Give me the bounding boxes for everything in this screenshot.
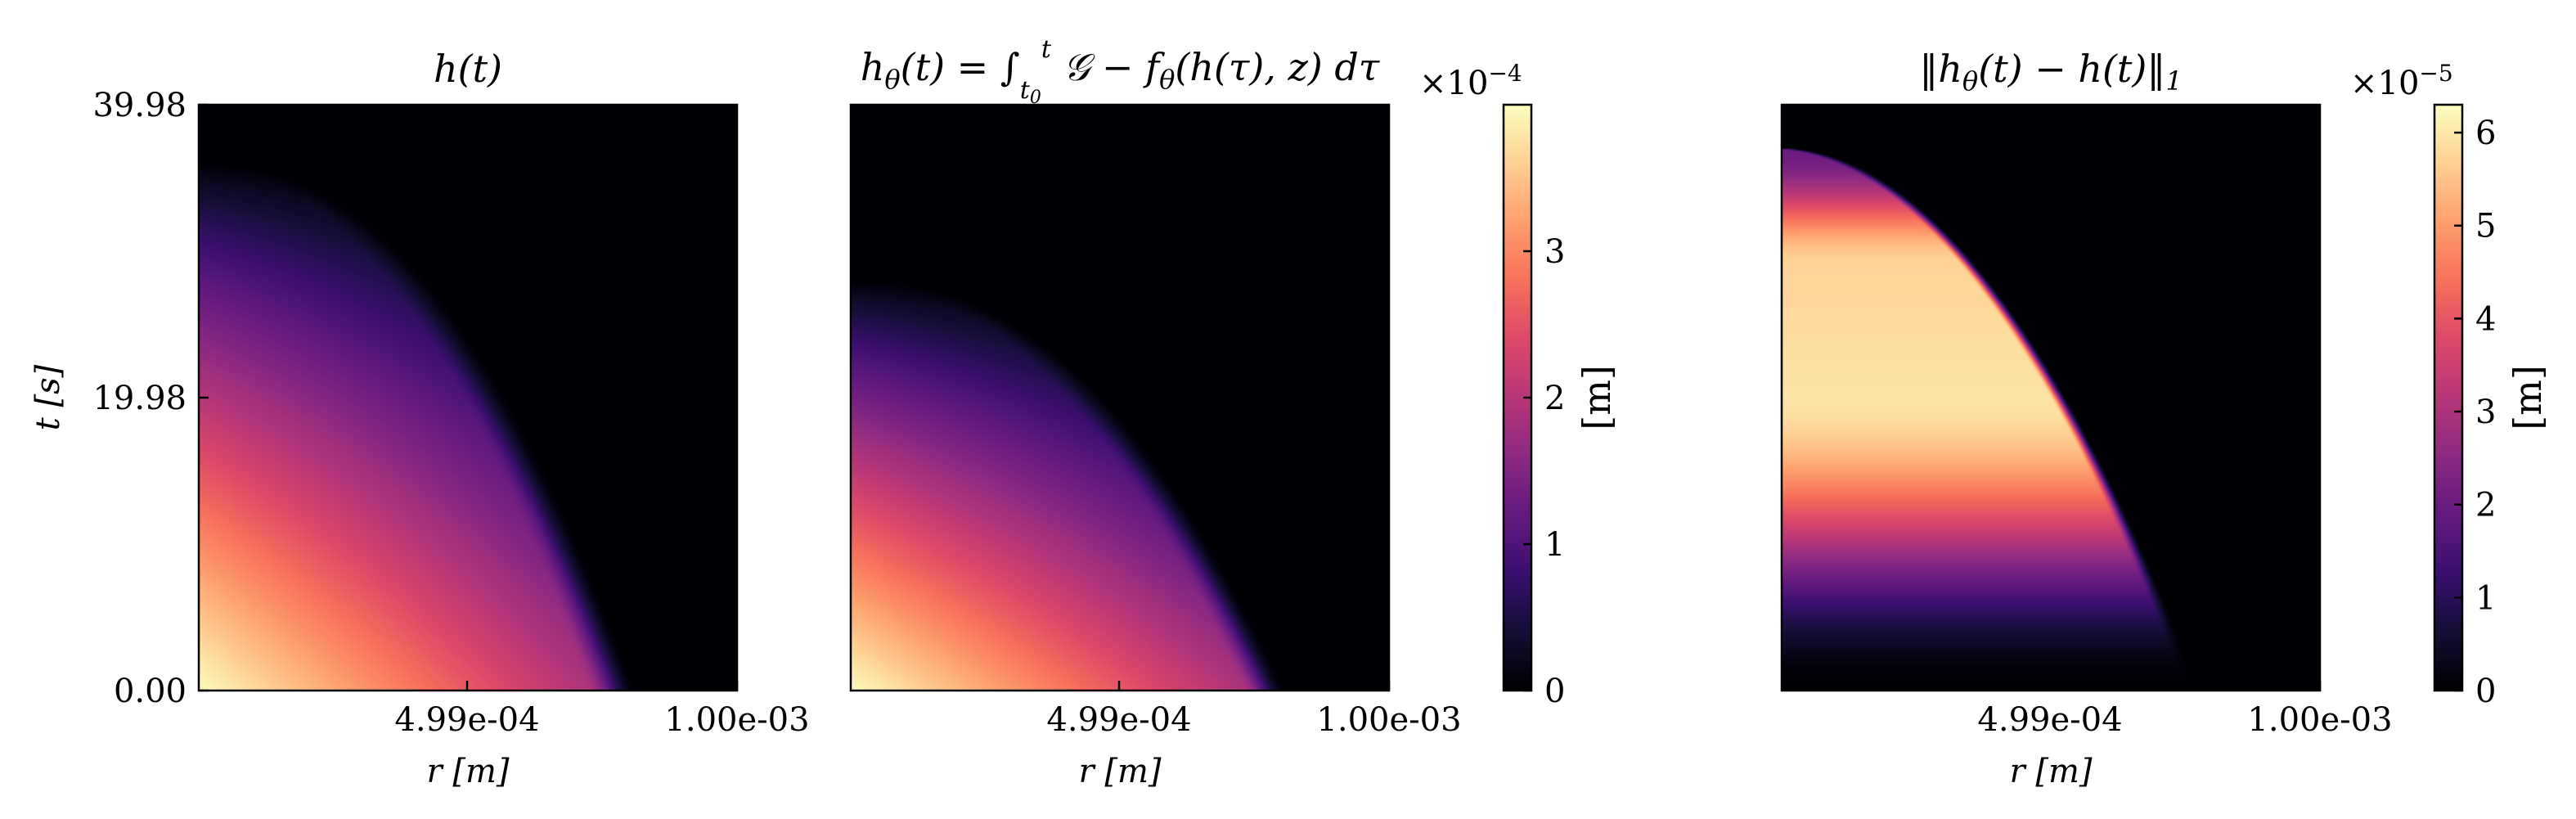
colorbar-tick-label: 0 — [2475, 673, 2496, 710]
colorbar-tick-label: 2 — [1544, 380, 1565, 417]
colorbar-tick-label: 6 — [2475, 115, 2496, 152]
title-h-theta: hθ(t) = ∫t0t 𝒢 − fθ(h(τ), z) dτ — [861, 35, 1381, 108]
colorbar-multiplier: ×10−4 — [1419, 60, 1522, 102]
x-tick-label: 1.00e-03 — [2247, 701, 2392, 739]
colorbar-1: 0 1 2 3 ×10−4 [m] — [1419, 60, 1619, 710]
x-tick-label: 4.99e-04 — [1046, 701, 1191, 739]
colorbar-tick-label: 3 — [1544, 233, 1565, 271]
panel-h: h(t) 4.99e-04 1.00e-03 r [m] 39.98 19.98… — [29, 47, 810, 790]
panel-error: ‖hθ(t) − h(t)‖1 4.99e-04 1.00e-03 r [m] … — [1780, 47, 2550, 790]
heatmap-h — [199, 105, 737, 691]
panel-h-theta: hθ(t) = ∫t0t 𝒢 − fθ(h(τ), z) dτ 4.99e-04… — [849, 35, 1619, 790]
x-axis-label: r [m] — [427, 753, 510, 790]
colorbar-ticks: 0 1 2 3 4 5 6 — [2454, 115, 2496, 710]
colorbar-gradient — [2434, 105, 2462, 691]
colorbar-tick-label: 3 — [2475, 394, 2496, 431]
title-h: h(t) — [434, 47, 502, 91]
colorbar-unit: [m] — [2506, 365, 2550, 430]
y-axis-label: t [s] — [29, 364, 67, 430]
colorbar-frame — [2433, 103, 2464, 692]
colorbar-unit: [m] — [1575, 365, 1619, 430]
title-text: h(t) — [434, 47, 502, 91]
colorbar-ticks: 0 1 2 3 — [1523, 233, 1565, 710]
heatmap-error — [1782, 105, 2320, 691]
colorbar-tick-label: 5 — [2475, 208, 2496, 245]
y-tick-label: 0.00 — [114, 673, 187, 710]
x-axis-label: r [m] — [2010, 753, 2093, 790]
y-tick-label: 19.98 — [92, 380, 187, 417]
x-tick-label: 1.00e-03 — [664, 701, 809, 739]
x-tick-label: 4.99e-04 — [1977, 701, 2122, 739]
x-tick-label: 4.99e-04 — [394, 701, 539, 739]
colorbar-tick-label: 4 — [2475, 300, 2496, 338]
x-tick-label: 1.00e-03 — [1316, 701, 1461, 739]
heatmap-h-theta — [851, 105, 1389, 691]
x-axis-label: r [m] — [1079, 753, 1162, 790]
title-error: ‖hθ(t) − h(t)‖1 — [1919, 47, 2182, 97]
colorbar-2: 0 1 2 3 4 5 6 ×10−5 [m] — [2350, 60, 2550, 710]
colorbar-multiplier: ×10−5 — [2350, 60, 2453, 102]
colorbar-tick-label: 1 — [1544, 526, 1565, 564]
colorbar-tick-label: 1 — [2475, 579, 2496, 617]
y-tick-label: 39.98 — [92, 87, 187, 124]
colorbar-tick-label: 0 — [1544, 673, 1565, 710]
colorbar-tick-label: 2 — [2475, 487, 2496, 524]
